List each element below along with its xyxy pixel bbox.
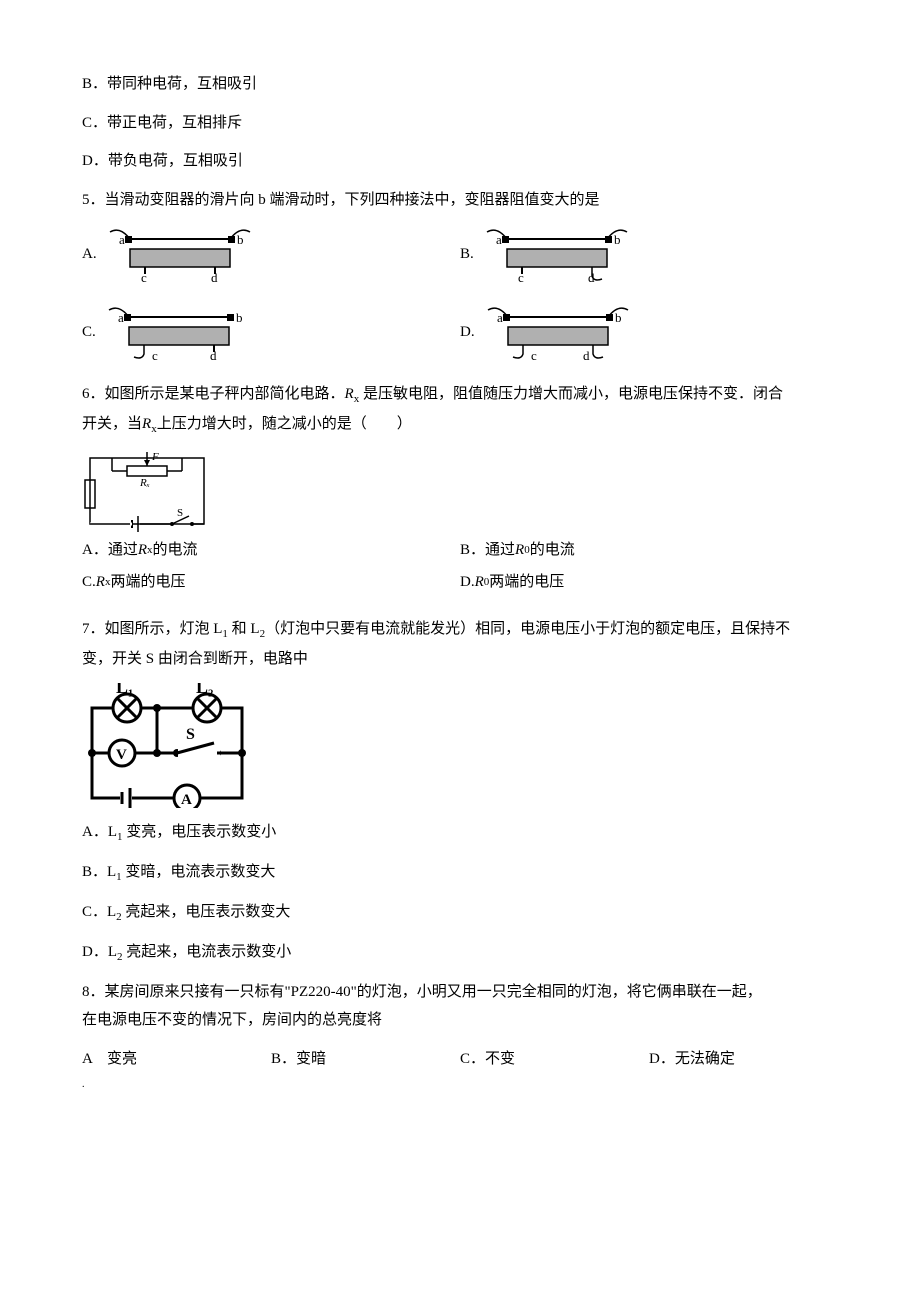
- svg-text:F: F: [151, 451, 159, 463]
- svg-text:A: A: [181, 792, 192, 808]
- svg-text:b: b: [614, 232, 621, 247]
- svg-text:d: d: [588, 270, 595, 284]
- svg-text:Rₓ: Rₓ: [139, 477, 150, 489]
- svg-text:L₂: L₂: [196, 683, 213, 697]
- svg-text:V: V: [116, 747, 127, 763]
- q6-option-c: C. Rx 两端的电压: [82, 568, 460, 597]
- q6-option-b: B．通过 R0 的电流: [460, 536, 838, 565]
- svg-text:d: d: [210, 348, 217, 362]
- svg-text:S: S: [186, 726, 195, 743]
- svg-text:c: c: [518, 270, 524, 284]
- q8-stem: 8．某房间原来只接有一只标有"PZ220‐40"的灯泡，小明又用一只完全相同的灯…: [82, 978, 838, 1035]
- svg-text:d: d: [583, 348, 590, 362]
- q7-option-a: A．L1 变亮，电压表示数变小: [82, 818, 838, 848]
- rheostat-c: a b c d: [104, 302, 254, 362]
- q6-option-a: A．通过 Rx 的电流: [82, 536, 460, 565]
- rheostat-a: a b c d: [105, 224, 255, 284]
- q4-option-b: B．带同种电荷，互相吸引: [82, 70, 838, 99]
- q6-option-d: D. R0 两端的电压: [460, 568, 838, 597]
- q8-option-d: D．无法确定: [649, 1045, 838, 1074]
- svg-text:c: c: [141, 270, 147, 284]
- svg-text:b: b: [237, 232, 244, 247]
- svg-text:a: a: [118, 310, 124, 325]
- q8-trailing-dot: .: [82, 1075, 838, 1094]
- q7-circuit-diagram: L₁ L₂ V S A: [82, 683, 252, 808]
- q4-option-c: C．带正电荷，互相排斥: [82, 109, 838, 138]
- q7-option-c: C．L2 亮起来，电压表示数变大: [82, 898, 838, 928]
- q6-circuit-diagram: F Rₓ R₀ S: [82, 450, 212, 530]
- q5-option-b: B. a b c d: [460, 224, 838, 284]
- svg-text:b: b: [236, 310, 243, 325]
- q8-option-b: B．变暗: [271, 1045, 460, 1074]
- q5-label-c: C.: [82, 318, 96, 347]
- q5-label-a: A.: [82, 240, 97, 269]
- q5-option-d: D. a b c d: [460, 302, 838, 362]
- svg-text:S: S: [177, 507, 183, 519]
- q5-option-a: A. a b c d: [82, 224, 460, 284]
- svg-text:b: b: [615, 310, 622, 325]
- q7-option-b: B．L1 变暗，电流表示数变大: [82, 858, 838, 888]
- q5-label-d: D.: [460, 318, 475, 347]
- svg-text:c: c: [531, 348, 537, 362]
- rheostat-d: a b c d: [483, 302, 633, 362]
- q7-stem: 7．如图所示，灯泡 L1 和 L2（灯泡中只要有电流就能发光）相同，电源电压小于…: [82, 615, 838, 673]
- q7-option-d: D．L2 亮起来，电流表示数变小: [82, 938, 838, 968]
- svg-text:d: d: [211, 270, 218, 284]
- svg-text:L₁: L₁: [116, 683, 133, 697]
- svg-text:a: a: [497, 310, 503, 325]
- q5-stem: 5．当滑动变阻器的滑片向 b 端滑动时，下列四种接法中，变阻器阻值变大的是: [82, 186, 838, 215]
- svg-text:c: c: [152, 348, 158, 362]
- q4-option-d: D．带负电荷，互相吸引: [82, 147, 838, 176]
- rheostat-b: a b c d: [482, 224, 632, 284]
- q5-option-c: C. a b c d: [82, 302, 460, 362]
- q5-label-b: B.: [460, 240, 474, 269]
- q8-option-c: C．不变: [460, 1045, 649, 1074]
- svg-text:a: a: [496, 232, 502, 247]
- q6-stem: 6．如图所示是某电子秤内部简化电路．Rx 是压敏电阻，阻值随压力增大而减小，电源…: [82, 380, 838, 440]
- svg-text:a: a: [119, 232, 125, 247]
- q8-option-a: A 变亮: [82, 1045, 271, 1074]
- q8-options: A 变亮 B．变暗 C．不变 D．无法确定: [82, 1045, 838, 1074]
